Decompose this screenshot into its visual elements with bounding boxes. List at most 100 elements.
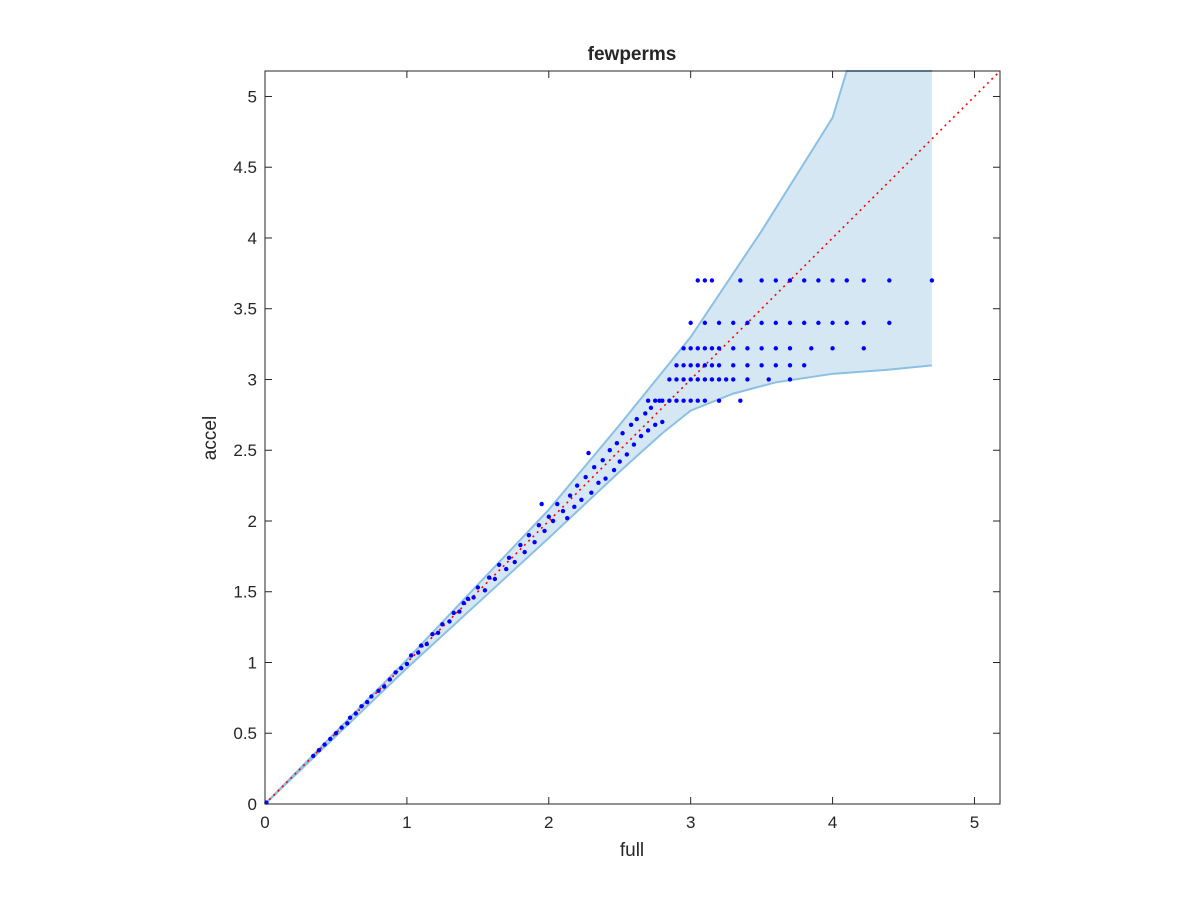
data-point xyxy=(574,483,580,488)
data-point xyxy=(709,363,715,368)
data-point xyxy=(316,748,322,753)
data-point xyxy=(667,398,672,403)
data-point xyxy=(322,742,327,747)
data-point xyxy=(645,398,651,403)
data-point xyxy=(393,670,398,675)
data-points-layer xyxy=(264,278,935,805)
data-point xyxy=(522,549,527,555)
data-point xyxy=(482,588,488,593)
data-point xyxy=(457,609,462,614)
data-point xyxy=(688,398,693,403)
y-tick-label: 3.5 xyxy=(233,300,257,319)
y-tick-label: 4.5 xyxy=(233,158,257,177)
data-point xyxy=(731,320,736,326)
data-point xyxy=(643,411,648,416)
data-point xyxy=(447,619,452,624)
data-point xyxy=(591,465,597,470)
data-point xyxy=(526,532,532,538)
data-point xyxy=(801,320,807,326)
data-point xyxy=(709,346,715,351)
data-point xyxy=(560,508,566,514)
data-point xyxy=(688,363,693,368)
data-point xyxy=(518,542,523,548)
x-tick-label: 4 xyxy=(828,813,837,832)
data-point xyxy=(787,377,793,382)
data-point xyxy=(404,661,410,667)
y-tick-label: 0 xyxy=(248,795,257,814)
data-point xyxy=(787,363,793,368)
data-point xyxy=(364,699,370,705)
band-lower-edge xyxy=(264,364,932,805)
axes-layer: 0 1 2 3 4 5 0 0.5 1 1.5 2 2.5 3 3.5 4 4.5 5 xyxy=(233,70,1001,832)
data-point xyxy=(759,320,764,326)
data-point xyxy=(861,278,866,283)
data-point xyxy=(688,377,693,382)
data-point xyxy=(645,428,651,433)
x-tick-label: 3 xyxy=(686,813,695,832)
data-point xyxy=(603,476,608,481)
data-point xyxy=(387,677,393,682)
x-tick-label: 1 xyxy=(402,813,411,832)
data-point xyxy=(929,278,935,283)
data-point xyxy=(674,363,679,368)
data-point xyxy=(702,346,708,351)
reference-line-layer xyxy=(264,70,1001,805)
data-point xyxy=(628,422,634,427)
data-point xyxy=(660,419,665,425)
data-point xyxy=(328,736,333,742)
data-point xyxy=(430,631,435,637)
reference-diagonal-line xyxy=(264,70,1001,805)
data-point xyxy=(773,278,779,283)
y-tick-label: 1.5 xyxy=(233,583,257,602)
y-tick-label: 3 xyxy=(248,370,257,389)
data-point xyxy=(695,398,700,403)
data-point xyxy=(681,398,686,403)
data-point xyxy=(674,398,679,403)
x-tick-label: 0 xyxy=(260,813,269,832)
plot-area-box xyxy=(264,70,1001,805)
data-point xyxy=(504,566,509,572)
data-point xyxy=(512,559,517,565)
data-point xyxy=(709,278,715,283)
data-point xyxy=(766,377,771,382)
data-point xyxy=(440,622,445,627)
data-point xyxy=(773,363,779,368)
data-point xyxy=(408,653,414,658)
data-point xyxy=(801,278,807,283)
data-point xyxy=(861,346,866,351)
data-point xyxy=(830,346,835,351)
data-point xyxy=(532,540,537,545)
data-point xyxy=(688,346,693,351)
data-point xyxy=(496,562,502,568)
data-point xyxy=(695,363,700,368)
data-point xyxy=(787,320,793,326)
data-point xyxy=(653,422,658,427)
data-point xyxy=(709,377,715,382)
data-point xyxy=(369,694,374,699)
y-tick-label: 2.5 xyxy=(233,441,257,460)
data-point xyxy=(773,320,779,326)
data-point xyxy=(607,448,612,453)
data-point xyxy=(716,363,722,368)
data-point xyxy=(634,416,639,422)
data-point xyxy=(695,278,700,283)
data-point xyxy=(844,320,849,326)
data-point xyxy=(830,278,835,283)
data-point xyxy=(759,346,764,351)
x-axis-label: full xyxy=(620,840,644,861)
data-point xyxy=(887,278,892,283)
data-point xyxy=(596,480,601,485)
data-point xyxy=(536,523,542,528)
data-point xyxy=(731,346,736,351)
data-point xyxy=(716,346,722,351)
data-point xyxy=(801,363,807,368)
data-point xyxy=(667,377,672,382)
data-point xyxy=(773,346,779,351)
data-point xyxy=(723,377,729,382)
data-point xyxy=(353,711,359,716)
data-point xyxy=(738,278,743,283)
data-point xyxy=(688,320,693,326)
data-point xyxy=(631,442,637,447)
data-point xyxy=(486,575,492,580)
data-point xyxy=(617,459,622,464)
